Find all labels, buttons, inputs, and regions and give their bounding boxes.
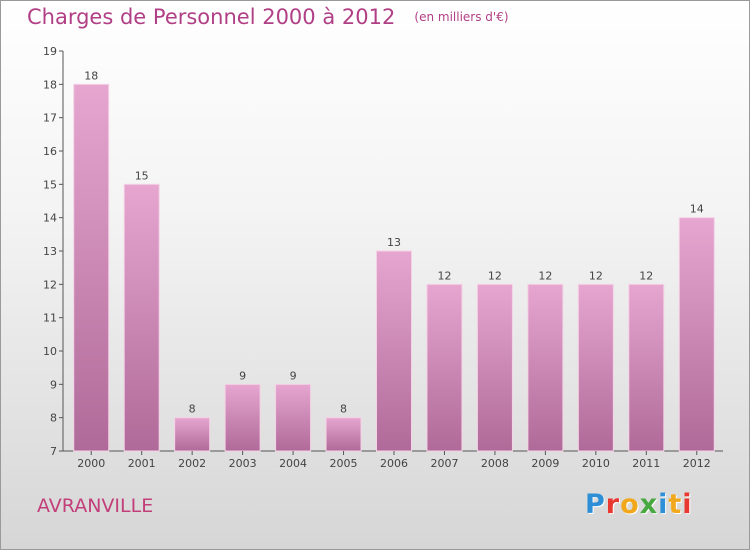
y-tick-label: 11	[43, 312, 57, 325]
y-tick-label: 19	[43, 45, 57, 58]
brand-logo: Proxiti	[585, 489, 693, 520]
bar	[678, 217, 715, 452]
brand-letter: r	[605, 489, 621, 520]
bar-value-label: 15	[135, 169, 149, 182]
brand-letter: i	[682, 489, 693, 520]
y-tick-label: 18	[43, 78, 57, 91]
brand-letter: x	[639, 489, 659, 520]
bar	[527, 283, 564, 452]
y-tick-label: 17	[43, 112, 57, 125]
bar-value-label: 13	[387, 236, 401, 249]
brand-letter: o	[620, 489, 640, 520]
brand-letter: t	[668, 489, 683, 520]
bar-value-label: 12	[589, 269, 603, 282]
brand-letter: P	[585, 489, 606, 520]
bar	[577, 283, 614, 452]
bar-value-label: 14	[690, 203, 704, 216]
x-tick-label: 2005	[330, 457, 358, 470]
bar	[73, 83, 110, 452]
bar	[224, 383, 261, 452]
bar	[628, 283, 665, 452]
bar-value-label: 9	[239, 369, 246, 382]
bar-value-label: 18	[84, 69, 98, 82]
y-tick-label: 8	[50, 412, 57, 425]
y-tick-label: 14	[43, 212, 57, 225]
x-tick-label: 2011	[632, 457, 660, 470]
bar	[275, 383, 312, 452]
chart-title: Charges de Personnel 2000 à 2012	[27, 5, 396, 29]
x-tick-label: 2006	[380, 457, 408, 470]
brand-letter: i	[658, 489, 669, 520]
bar-value-label: 8	[340, 403, 347, 416]
x-tick-label: 2004	[279, 457, 307, 470]
bar	[376, 250, 412, 452]
x-tick-label: 2008	[481, 457, 509, 470]
bar-value-label: 9	[290, 369, 297, 382]
y-tick-label: 7	[50, 445, 57, 458]
x-tick-label: 2010	[582, 457, 610, 470]
y-tick-label: 13	[43, 245, 57, 258]
y-tick-label: 12	[43, 278, 57, 291]
bar-value-label: 12	[538, 269, 552, 282]
x-tick-label: 2012	[683, 457, 711, 470]
y-tick-label: 10	[43, 345, 57, 358]
bar	[174, 417, 211, 452]
bar-value-label: 12	[488, 269, 502, 282]
x-tick-label: 2003	[229, 457, 257, 470]
y-tick-label: 15	[43, 178, 57, 191]
x-tick-label: 2000	[77, 457, 105, 470]
bar-value-label: 12	[437, 269, 451, 282]
x-tick-label: 2002	[178, 457, 206, 470]
y-tick-label: 9	[50, 378, 57, 391]
x-tick-label: 2007	[430, 457, 458, 470]
bar	[123, 183, 160, 452]
bar	[325, 417, 362, 452]
town-name: AVRANVILLE	[37, 495, 154, 517]
y-tick-label: 16	[43, 145, 57, 158]
bar-value-label: 12	[639, 269, 653, 282]
chart-subtitle: (en milliers d'€)	[414, 10, 509, 24]
bar	[476, 283, 513, 452]
title-row: Charges de Personnel 2000 à 2012 (en mil…	[27, 5, 509, 29]
x-tick-label: 2009	[531, 457, 559, 470]
bar-value-label: 8	[189, 403, 196, 416]
x-tick-label: 2001	[128, 457, 156, 470]
bar	[426, 283, 463, 452]
